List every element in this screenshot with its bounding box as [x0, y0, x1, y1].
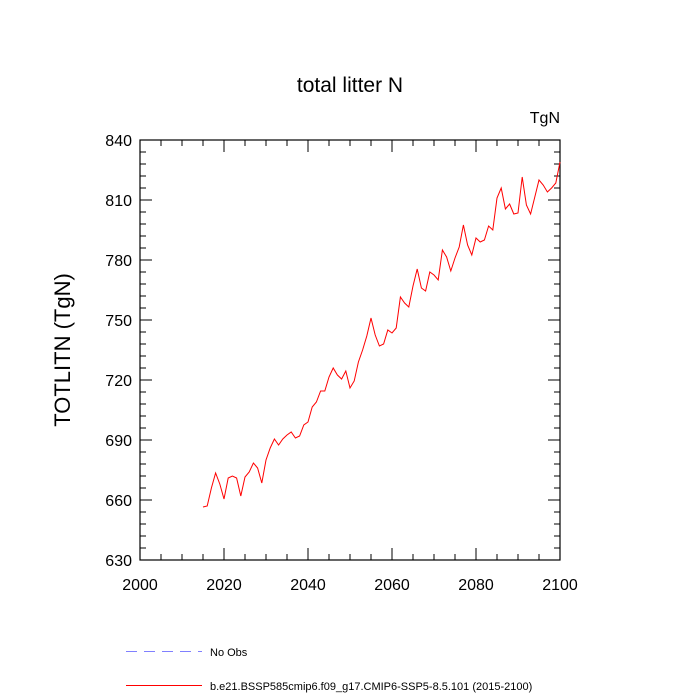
- series-line-1: [202, 161, 561, 508]
- legend-label-1: b.e21.BSSP585cmip6.f09_g17.CMIP6-SSP5-8.…: [210, 681, 532, 693]
- axis-ticks: [139, 139, 561, 561]
- y-tick-label: 780: [105, 253, 132, 270]
- y-axis-label: TOTLITN (TgN): [50, 273, 75, 427]
- plot-frame: [139, 139, 561, 561]
- y-tick-label: 690: [105, 433, 132, 450]
- series-lines: [202, 161, 561, 508]
- axis-tick-labels: 2000 2020 2040 2060 2080 2100 630 660 690 720 750 7…: [105, 133, 578, 594]
- y-tick-label: 840: [105, 133, 132, 150]
- x-tick-label: 2060: [374, 577, 410, 594]
- legend: No Obs b.e21.BSSP585cmip6.f09_g17.CMIP6-S…: [126, 647, 532, 693]
- x-tick-label: 2100: [542, 577, 578, 594]
- chart-title: total litter N: [297, 74, 403, 97]
- y-tick-label: 630: [105, 553, 132, 570]
- x-tick-label: 2000: [122, 577, 158, 594]
- y-tick-label: 810: [105, 193, 132, 210]
- units-label: TgN: [530, 110, 560, 127]
- x-tick-label: 2020: [206, 577, 242, 594]
- y-tick-label: 750: [105, 313, 132, 330]
- legend-label-0: No Obs: [210, 647, 248, 659]
- y-tick-label: 660: [105, 493, 132, 510]
- y-tick-label: 720: [105, 373, 132, 390]
- x-tick-label: 2080: [458, 577, 494, 594]
- x-tick-label: 2040: [290, 577, 326, 594]
